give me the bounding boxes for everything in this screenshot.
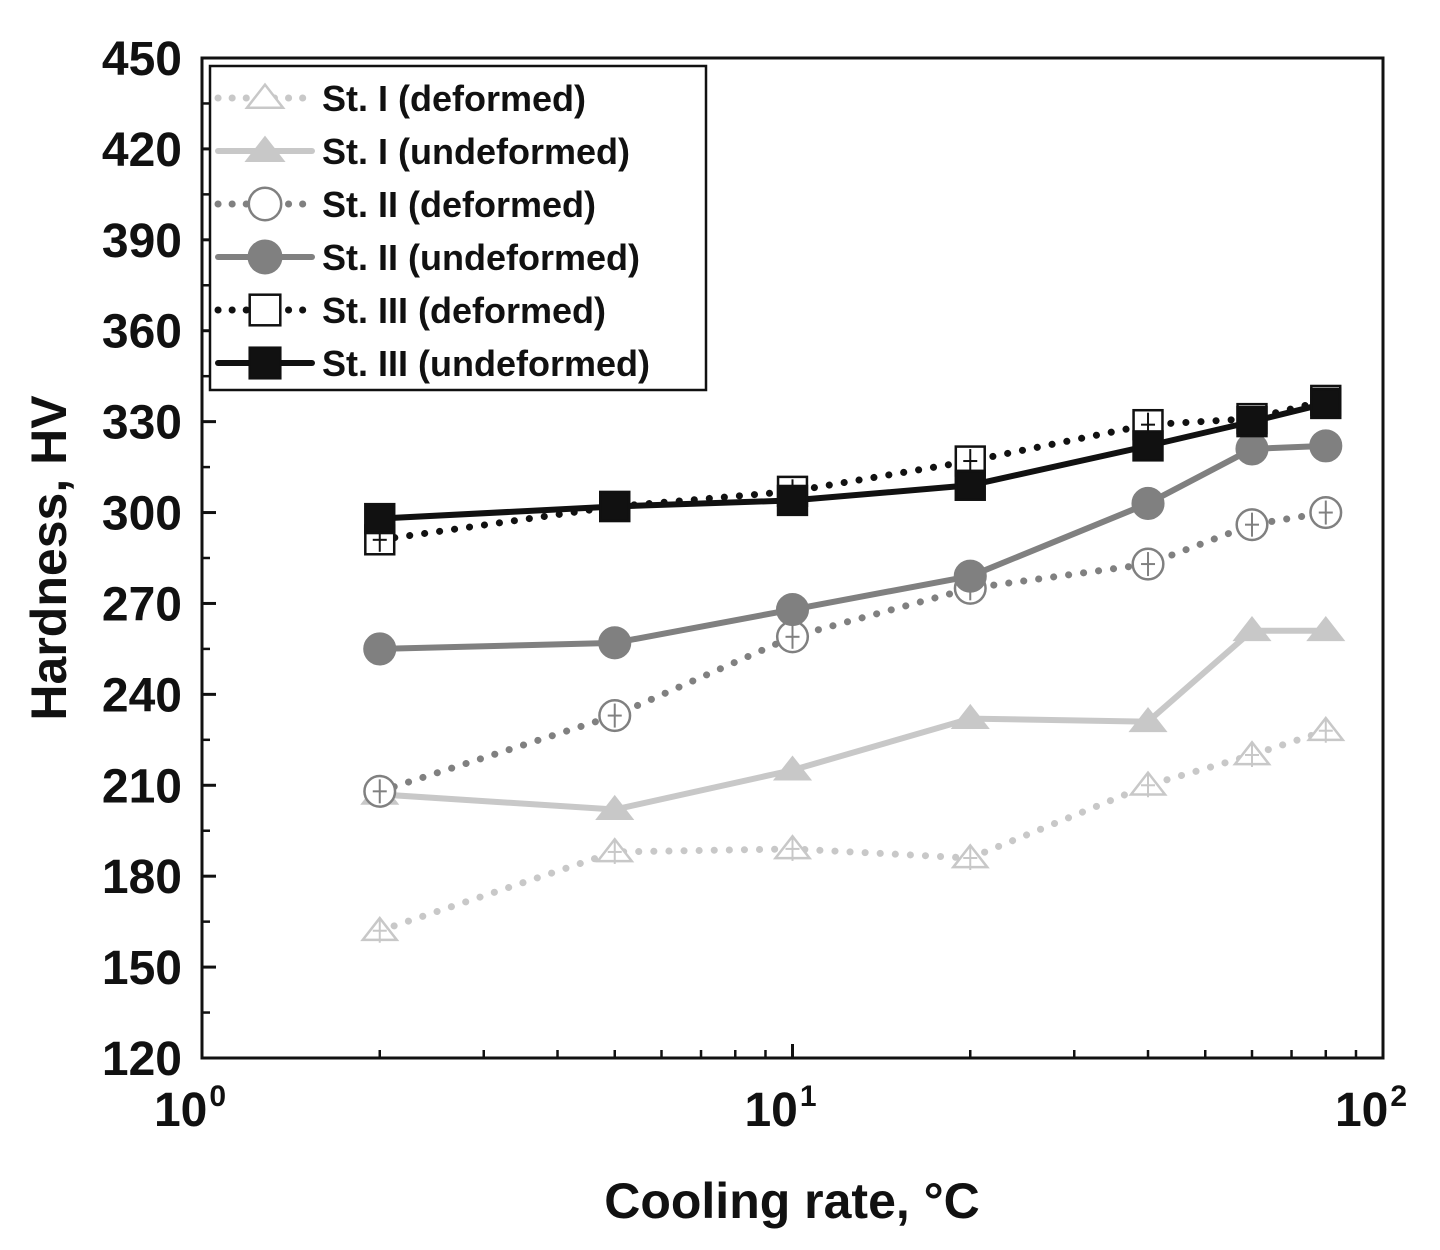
circle-marker bbox=[363, 632, 397, 666]
y-tick-label: 180 bbox=[102, 851, 182, 904]
circle-marker bbox=[247, 186, 283, 222]
circle-marker bbox=[953, 559, 987, 593]
series-st-ii-deformed bbox=[363, 495, 1343, 808]
circle-marker bbox=[1235, 432, 1269, 466]
y-tick-label: 150 bbox=[102, 942, 182, 995]
triangle-marker bbox=[772, 755, 813, 781]
triangle-marker bbox=[950, 703, 990, 730]
legend-box bbox=[208, 64, 708, 392]
triangle-marker bbox=[1306, 616, 1346, 642]
square-marker bbox=[248, 293, 282, 327]
legend-label: St. II (undeformed) bbox=[322, 237, 640, 278]
y-axis-title: Hardness, HV bbox=[21, 395, 77, 721]
series-st-iii-undeformed bbox=[364, 387, 1342, 535]
triangle-marker bbox=[595, 794, 635, 820]
series-line bbox=[376, 396, 1330, 544]
x-tick-exponent: 2 bbox=[1390, 1080, 1407, 1113]
y-tick-label: 240 bbox=[102, 669, 182, 722]
y-tick-label: 210 bbox=[102, 760, 182, 813]
series-st-i-deformed bbox=[360, 716, 1346, 943]
square-marker bbox=[248, 346, 282, 380]
y-tick-label: 360 bbox=[102, 306, 182, 359]
legend-label: St. I (deformed) bbox=[322, 78, 586, 119]
legend-entry: St. III (deformed) bbox=[214, 290, 606, 331]
series-layer bbox=[360, 384, 1346, 943]
square-marker bbox=[1310, 387, 1342, 420]
series-st-iii-deformed bbox=[364, 384, 1342, 556]
triangle-marker bbox=[244, 82, 286, 109]
legend-entry: St. I (deformed) bbox=[214, 78, 586, 119]
triangle-marker bbox=[1128, 706, 1168, 733]
circle-marker bbox=[1131, 486, 1165, 521]
y-tick-label: 270 bbox=[102, 578, 182, 631]
square-marker bbox=[599, 490, 631, 523]
legend-entry: St. II (undeformed) bbox=[215, 237, 640, 278]
square-marker bbox=[954, 469, 986, 501]
y-tick-label: 300 bbox=[102, 488, 182, 541]
legend-label: St. III (deformed) bbox=[322, 290, 606, 331]
x-tick-label: 101 bbox=[744, 1080, 816, 1137]
triangle-marker bbox=[244, 135, 286, 162]
x-tick-exponent: 0 bbox=[209, 1080, 226, 1113]
circle-marker bbox=[598, 626, 632, 660]
legend: St. I (deformed) St. I (undeformed) St. II… bbox=[208, 64, 708, 392]
circle-marker bbox=[1309, 429, 1343, 463]
square-marker bbox=[776, 484, 809, 517]
plot-frame bbox=[200, 56, 1385, 1060]
square-marker bbox=[1132, 430, 1164, 462]
x-tick-exponent: 1 bbox=[800, 1080, 817, 1113]
y-tick-label: 330 bbox=[102, 397, 182, 450]
square-marker bbox=[1236, 405, 1268, 438]
x-axis-title: Cooling rate, °C bbox=[604, 1173, 980, 1229]
legend-label: St. II (deformed) bbox=[322, 184, 596, 225]
legend-entry: St. I (undeformed) bbox=[215, 131, 630, 172]
x-tick-label: 100 bbox=[154, 1080, 226, 1137]
legend-entry: St. III (undeformed) bbox=[215, 343, 650, 384]
y-tick-label: 390 bbox=[102, 215, 182, 268]
circle-marker bbox=[247, 239, 283, 275]
legend-entry: St. II (deformed) bbox=[214, 184, 596, 225]
y-tick-label: 450 bbox=[102, 33, 182, 86]
triangle-marker bbox=[1232, 616, 1272, 642]
series-line bbox=[376, 727, 1330, 935]
legend-label: St. III (undeformed) bbox=[322, 343, 650, 384]
x-tick-label: 102 bbox=[1335, 1080, 1407, 1137]
y-tick-label: 420 bbox=[102, 124, 182, 177]
y-tick-label: 120 bbox=[102, 1033, 182, 1086]
series-line bbox=[376, 627, 1329, 813]
series-st-ii-undeformed bbox=[363, 429, 1343, 666]
legend-label: St. I (undeformed) bbox=[322, 131, 630, 172]
series-line bbox=[376, 509, 1330, 795]
circle-marker bbox=[775, 592, 810, 627]
square-marker bbox=[364, 502, 396, 535]
